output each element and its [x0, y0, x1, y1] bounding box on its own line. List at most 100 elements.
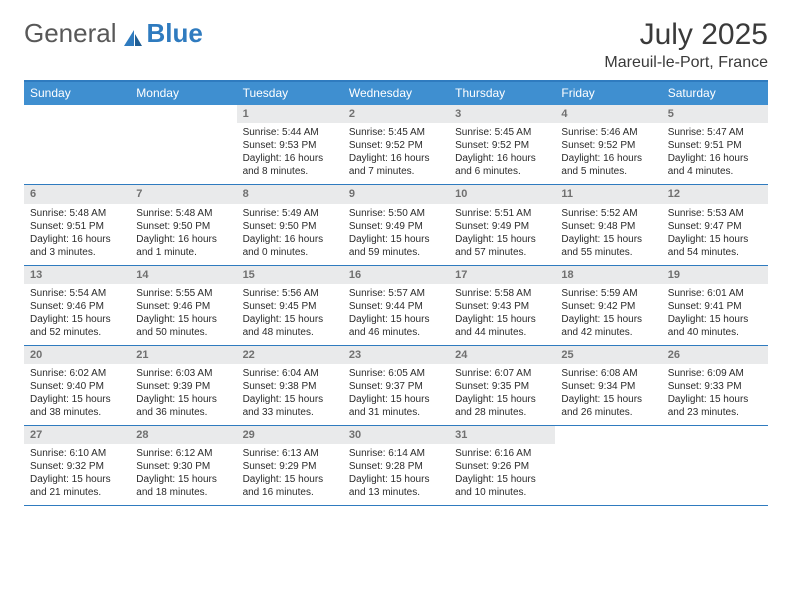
- sunset-text: Sunset: 9:39 PM: [136, 380, 230, 393]
- day-cell: 20Sunrise: 6:02 AMSunset: 9:40 PMDayligh…: [24, 346, 130, 425]
- day-number: 5: [662, 105, 768, 123]
- weekday-header: Wednesday: [343, 82, 449, 105]
- sunrise-text: Sunrise: 6:16 AM: [455, 447, 549, 460]
- day-number: 14: [130, 266, 236, 284]
- day-number: 31: [449, 426, 555, 444]
- sunset-text: Sunset: 9:51 PM: [668, 139, 762, 152]
- day2-text: and 57 minutes.: [455, 246, 549, 259]
- day1-text: Daylight: 16 hours: [30, 233, 124, 246]
- week-row: 27Sunrise: 6:10 AMSunset: 9:32 PMDayligh…: [24, 426, 768, 506]
- day-cell: 7Sunrise: 5:48 AMSunset: 9:50 PMDaylight…: [130, 185, 236, 264]
- day1-text: Daylight: 16 hours: [561, 152, 655, 165]
- day2-text: and 38 minutes.: [30, 406, 124, 419]
- day1-text: Daylight: 15 hours: [455, 233, 549, 246]
- day1-text: Daylight: 15 hours: [668, 313, 762, 326]
- day-number: 12: [662, 185, 768, 203]
- week-row: 20Sunrise: 6:02 AMSunset: 9:40 PMDayligh…: [24, 346, 768, 426]
- day2-text: and 16 minutes.: [243, 486, 337, 499]
- day2-text: and 7 minutes.: [349, 165, 443, 178]
- day-number: 2: [343, 105, 449, 123]
- day-cell: 16Sunrise: 5:57 AMSunset: 9:44 PMDayligh…: [343, 266, 449, 345]
- location-label: Mareuil-le-Port, France: [604, 54, 768, 72]
- day-number: 6: [24, 185, 130, 203]
- day2-text: and 6 minutes.: [455, 165, 549, 178]
- sunset-text: Sunset: 9:51 PM: [30, 220, 124, 233]
- sunset-text: Sunset: 9:47 PM: [668, 220, 762, 233]
- sunrise-text: Sunrise: 5:58 AM: [455, 287, 549, 300]
- day-cell: 14Sunrise: 5:55 AMSunset: 9:46 PMDayligh…: [130, 266, 236, 345]
- day-number: 18: [555, 266, 661, 284]
- day2-text: and 55 minutes.: [561, 246, 655, 259]
- sunrise-text: Sunrise: 6:02 AM: [30, 367, 124, 380]
- day1-text: Daylight: 15 hours: [561, 393, 655, 406]
- sunset-text: Sunset: 9:34 PM: [561, 380, 655, 393]
- day-cell: 11Sunrise: 5:52 AMSunset: 9:48 PMDayligh…: [555, 185, 661, 264]
- weekday-header: Tuesday: [237, 82, 343, 105]
- day1-text: Daylight: 15 hours: [349, 473, 443, 486]
- day-cell: 19Sunrise: 6:01 AMSunset: 9:41 PMDayligh…: [662, 266, 768, 345]
- day2-text: and 21 minutes.: [30, 486, 124, 499]
- sunset-text: Sunset: 9:44 PM: [349, 300, 443, 313]
- day-cell: 23Sunrise: 6:05 AMSunset: 9:37 PMDayligh…: [343, 346, 449, 425]
- day1-text: Daylight: 15 hours: [30, 473, 124, 486]
- day-number: 11: [555, 185, 661, 203]
- sunrise-text: Sunrise: 5:57 AM: [349, 287, 443, 300]
- day-cell: 26Sunrise: 6:09 AMSunset: 9:33 PMDayligh…: [662, 346, 768, 425]
- day1-text: Daylight: 15 hours: [349, 233, 443, 246]
- day-cell: 9Sunrise: 5:50 AMSunset: 9:49 PMDaylight…: [343, 185, 449, 264]
- sunset-text: Sunset: 9:52 PM: [349, 139, 443, 152]
- day1-text: Daylight: 15 hours: [349, 313, 443, 326]
- sunset-text: Sunset: 9:29 PM: [243, 460, 337, 473]
- day-number: 26: [662, 346, 768, 364]
- sunrise-text: Sunrise: 5:52 AM: [561, 207, 655, 220]
- sunrise-text: Sunrise: 5:45 AM: [455, 126, 549, 139]
- day-cell: 6Sunrise: 5:48 AMSunset: 9:51 PMDaylight…: [24, 185, 130, 264]
- sunrise-text: Sunrise: 6:09 AM: [668, 367, 762, 380]
- day-cell: 28Sunrise: 6:12 AMSunset: 9:30 PMDayligh…: [130, 426, 236, 505]
- sunset-text: Sunset: 9:33 PM: [668, 380, 762, 393]
- sunrise-text: Sunrise: 5:46 AM: [561, 126, 655, 139]
- sunrise-text: Sunrise: 6:08 AM: [561, 367, 655, 380]
- top-bar: General Blue July 2025 Mareuil-le-Port, …: [24, 18, 768, 72]
- sunrise-text: Sunrise: 6:05 AM: [349, 367, 443, 380]
- day1-text: Daylight: 15 hours: [136, 473, 230, 486]
- day-number: 15: [237, 266, 343, 284]
- day-cell: 30Sunrise: 6:14 AMSunset: 9:28 PMDayligh…: [343, 426, 449, 505]
- sunset-text: Sunset: 9:30 PM: [136, 460, 230, 473]
- day-cell: 8Sunrise: 5:49 AMSunset: 9:50 PMDaylight…: [237, 185, 343, 264]
- weekday-header: Thursday: [449, 82, 555, 105]
- day2-text: and 0 minutes.: [243, 246, 337, 259]
- sunset-text: Sunset: 9:45 PM: [243, 300, 337, 313]
- day2-text: and 3 minutes.: [30, 246, 124, 259]
- day-cell: 12Sunrise: 5:53 AMSunset: 9:47 PMDayligh…: [662, 185, 768, 264]
- sunrise-text: Sunrise: 5:48 AM: [136, 207, 230, 220]
- day-number: 22: [237, 346, 343, 364]
- day1-text: Daylight: 15 hours: [668, 233, 762, 246]
- week-row: 1Sunrise: 5:44 AMSunset: 9:53 PMDaylight…: [24, 105, 768, 185]
- day-number: 4: [555, 105, 661, 123]
- day-cell: 13Sunrise: 5:54 AMSunset: 9:46 PMDayligh…: [24, 266, 130, 345]
- empty-cell: [662, 426, 768, 505]
- day1-text: Daylight: 15 hours: [561, 233, 655, 246]
- day-number: 21: [130, 346, 236, 364]
- sunset-text: Sunset: 9:38 PM: [243, 380, 337, 393]
- sunrise-text: Sunrise: 6:10 AM: [30, 447, 124, 460]
- weekday-header: Friday: [555, 82, 661, 105]
- day-number: 3: [449, 105, 555, 123]
- week-row: 6Sunrise: 5:48 AMSunset: 9:51 PMDaylight…: [24, 185, 768, 265]
- day1-text: Daylight: 16 hours: [243, 152, 337, 165]
- day1-text: Daylight: 15 hours: [243, 313, 337, 326]
- day2-text: and 18 minutes.: [136, 486, 230, 499]
- weekday-header: Monday: [130, 82, 236, 105]
- day-number: 10: [449, 185, 555, 203]
- day1-text: Daylight: 15 hours: [243, 473, 337, 486]
- day2-text: and 50 minutes.: [136, 326, 230, 339]
- sunset-text: Sunset: 9:46 PM: [136, 300, 230, 313]
- sunset-text: Sunset: 9:49 PM: [455, 220, 549, 233]
- day-cell: 24Sunrise: 6:07 AMSunset: 9:35 PMDayligh…: [449, 346, 555, 425]
- sunset-text: Sunset: 9:52 PM: [455, 139, 549, 152]
- day1-text: Daylight: 16 hours: [668, 152, 762, 165]
- day1-text: Daylight: 15 hours: [455, 473, 549, 486]
- sunrise-text: Sunrise: 6:04 AM: [243, 367, 337, 380]
- day1-text: Daylight: 15 hours: [243, 393, 337, 406]
